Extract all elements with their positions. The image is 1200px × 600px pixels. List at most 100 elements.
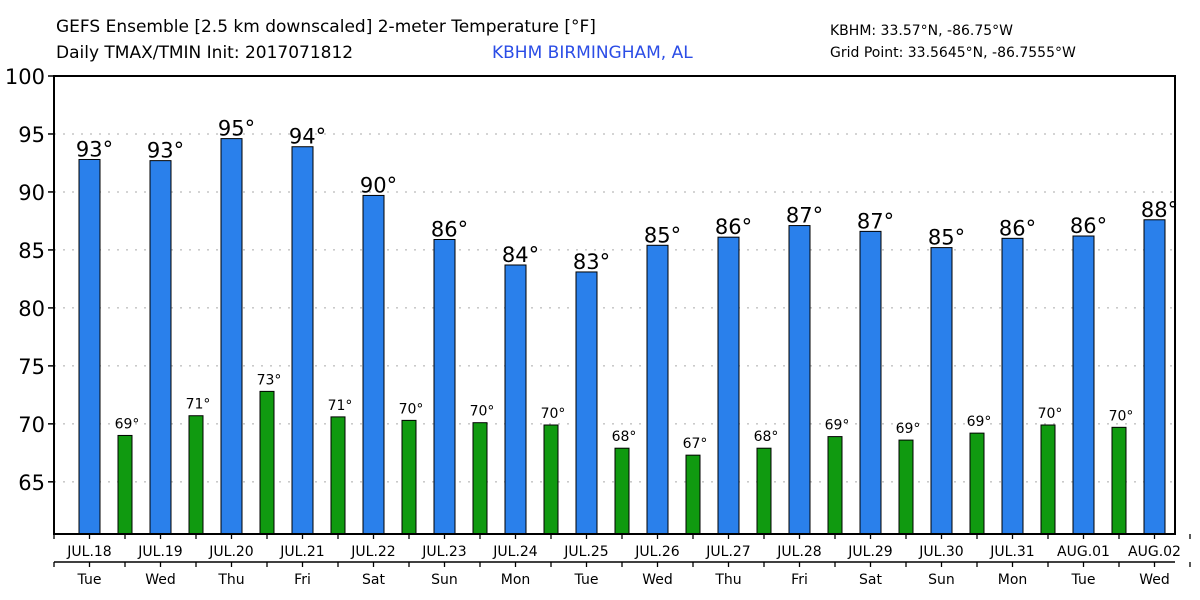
tmax-label: 84° bbox=[502, 243, 539, 267]
tmax-bar bbox=[930, 247, 953, 535]
tmax-bar bbox=[1143, 219, 1166, 535]
day-of-week-label: Mon bbox=[998, 572, 1028, 588]
tmax-bar bbox=[717, 236, 740, 535]
date-label: JUL.25 bbox=[563, 544, 608, 560]
tmin-bar bbox=[685, 454, 701, 535]
tmin-label: 68° bbox=[754, 429, 779, 445]
tmax-bar bbox=[504, 264, 527, 535]
tmax-bar bbox=[1072, 235, 1095, 535]
tmax-bar bbox=[291, 146, 314, 535]
day-of-week-label: Thu bbox=[217, 572, 244, 588]
date-label: JUL.18 bbox=[66, 544, 111, 560]
tmax-bar bbox=[433, 238, 456, 535]
date-label: JUL.22 bbox=[350, 544, 395, 560]
tmax-bar bbox=[220, 138, 243, 535]
tmax-label: 95° bbox=[218, 117, 255, 141]
station-coordinates: KBHM: 33.57°N, -86.75°W bbox=[830, 23, 1013, 39]
tmin-label: 70° bbox=[541, 406, 566, 422]
tmin-bar bbox=[543, 424, 559, 535]
tmax-label: 88° bbox=[1141, 198, 1178, 222]
tmax-bar bbox=[646, 244, 669, 535]
chart-title-line2: Daily TMAX/TMIN Init: 2017071812 bbox=[56, 43, 354, 63]
y-tick-label: 100 bbox=[5, 65, 45, 89]
date-label: JUL.21 bbox=[279, 544, 324, 560]
tmin-label: 70° bbox=[470, 404, 495, 420]
date-label: JUL.27 bbox=[705, 544, 750, 560]
day-of-week-label: Fri bbox=[294, 572, 311, 588]
tmax-bar bbox=[149, 160, 172, 535]
tmin-bar bbox=[259, 390, 275, 535]
day-of-week-label: Tue bbox=[1071, 572, 1096, 588]
tmax-bar bbox=[788, 225, 811, 535]
tmax-label: 85° bbox=[644, 223, 681, 247]
station-label: KBHM BIRMINGHAM, AL bbox=[492, 43, 693, 63]
tmax-label: 87° bbox=[786, 204, 823, 228]
tmax-label: 86° bbox=[999, 216, 1036, 240]
date-label: AUG.01 bbox=[1057, 544, 1110, 560]
date-label: JUL.26 bbox=[634, 544, 680, 560]
day-of-week-label: Sat bbox=[362, 572, 385, 588]
plot-frame bbox=[53, 75, 1176, 535]
chart-title-line1: GEFS Ensemble [2.5 km downscaled] 2-mete… bbox=[56, 17, 596, 37]
day-of-week-label: Mon bbox=[501, 572, 531, 588]
day-of-week-label: Sat bbox=[859, 572, 882, 588]
day-of-week-label: Thu bbox=[714, 572, 741, 588]
tmin-bar bbox=[1040, 424, 1056, 535]
tmin-bar bbox=[898, 439, 914, 535]
tmin-bar bbox=[614, 447, 630, 535]
y-tick-label: 80 bbox=[18, 297, 45, 321]
tmax-label: 94° bbox=[289, 125, 326, 149]
tmax-label: 87° bbox=[857, 209, 894, 233]
tmax-label: 85° bbox=[928, 226, 965, 250]
tmin-bar bbox=[117, 434, 133, 535]
date-label: JUL.19 bbox=[137, 544, 182, 560]
tmax-bar bbox=[1001, 237, 1024, 535]
tmin-label: 70° bbox=[399, 401, 424, 417]
tmax-bar bbox=[78, 158, 101, 535]
tmax-label: 86° bbox=[715, 215, 752, 239]
day-of-week-label: Sun bbox=[431, 572, 458, 588]
tmin-label: 69° bbox=[115, 416, 140, 432]
tmin-bar bbox=[969, 432, 985, 535]
date-label: JUL.23 bbox=[421, 544, 466, 560]
day-of-week-label: Tue bbox=[574, 572, 599, 588]
day-of-week-label: Wed bbox=[1139, 572, 1170, 588]
date-label: JUL.24 bbox=[492, 544, 538, 560]
bars bbox=[78, 138, 1166, 535]
date-label: AUG.02 bbox=[1128, 544, 1181, 560]
tmin-label: 69° bbox=[825, 418, 850, 434]
y-tick-label: 95 bbox=[18, 123, 45, 147]
tmin-label: 70° bbox=[1109, 408, 1134, 424]
tmin-bar bbox=[827, 436, 843, 535]
axes: 65 70 75 80 85 90 95 100 JUL.18 JUL.19 JUL.20 JUL.2… bbox=[5, 65, 1191, 588]
tmin-bar bbox=[330, 416, 346, 535]
day-of-week-label: Tue bbox=[77, 572, 102, 588]
tmin-label: 70° bbox=[1038, 406, 1063, 422]
tmax-bar bbox=[575, 271, 598, 535]
y-tick-label: 75 bbox=[18, 355, 45, 379]
y-tick-label: 70 bbox=[18, 413, 45, 437]
tmin-bar bbox=[1111, 426, 1127, 535]
tmax-label: 86° bbox=[1070, 214, 1107, 238]
tmax-label: 83° bbox=[573, 250, 610, 274]
day-of-week-label: Wed bbox=[145, 572, 176, 588]
day-of-week-label: Wed bbox=[642, 572, 673, 588]
tmin-label: 69° bbox=[967, 414, 992, 430]
tmax-bar bbox=[859, 230, 882, 535]
tmin-label: 68° bbox=[612, 429, 637, 445]
tmin-bar bbox=[756, 447, 772, 535]
tmin-label: 67° bbox=[683, 436, 708, 452]
date-label: JUL.28 bbox=[776, 544, 821, 560]
day-of-week-label: Fri bbox=[791, 572, 808, 588]
tmax-bar bbox=[362, 194, 385, 535]
tmax-label: 90° bbox=[360, 173, 397, 197]
date-label: JUL.31 bbox=[989, 544, 1034, 560]
tmax-label: 86° bbox=[431, 217, 468, 241]
tmin-bar bbox=[188, 415, 204, 535]
tmax-label: 93° bbox=[76, 137, 113, 161]
tmin-label: 71° bbox=[328, 398, 353, 414]
y-tick-label: 65 bbox=[18, 471, 45, 495]
y-tick-label: 90 bbox=[18, 181, 45, 205]
tmax-label: 93° bbox=[147, 139, 184, 163]
